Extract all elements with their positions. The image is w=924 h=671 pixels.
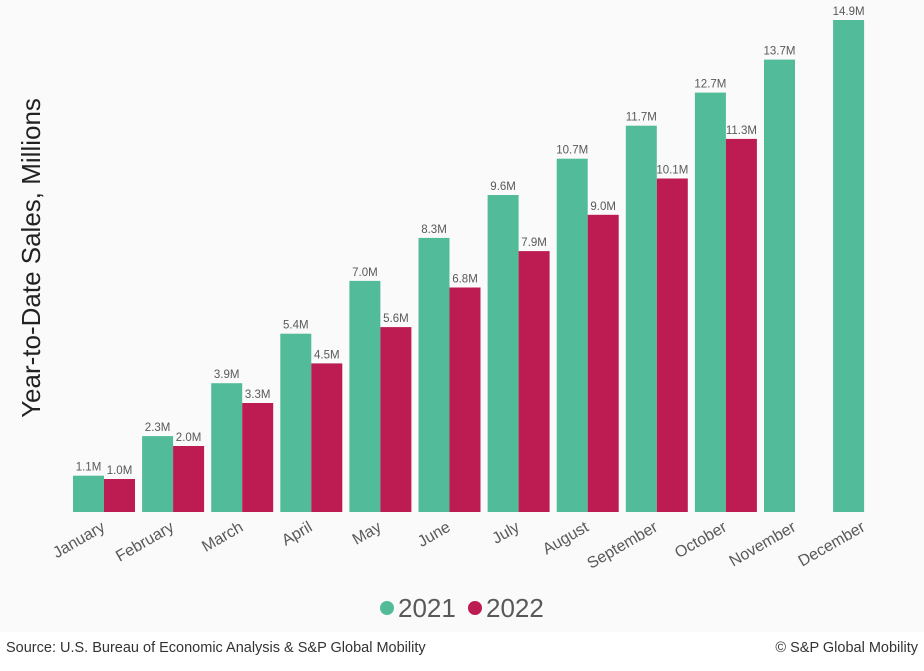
data-label-2021-march: 3.9M <box>214 369 240 381</box>
bar-2021-june <box>418 237 450 512</box>
bar-2021-january <box>73 475 104 512</box>
legend-marker-2022 <box>468 601 482 615</box>
bar-2021-july <box>487 195 519 512</box>
x-tick-march: March <box>199 519 246 556</box>
footer: Source: U.S. Bureau of Economic Analysis… <box>0 632 924 671</box>
data-label-2021-september: 11.7M <box>626 112 657 124</box>
data-label-2021-october: 12.7M <box>694 79 726 91</box>
bar-2022-may <box>380 327 412 512</box>
legend-label-2022: 2022 <box>486 593 544 623</box>
bar-2022-august <box>587 214 619 513</box>
bar-2022-march <box>242 403 274 512</box>
legend-label-2021: 2021 <box>398 593 456 623</box>
bar-chart: Year-to-Date Sales, Millions 1.1M 1.0M 2.3… <box>16 6 869 623</box>
data-label-2022-october: 11.3M <box>726 125 757 137</box>
bar-2022-september <box>656 178 688 512</box>
y-axis-label: Year-to-Date Sales, Millions <box>16 98 46 418</box>
data-label-2021-november: 13.7M <box>764 46 796 58</box>
data-label-2021-june: 8.3M <box>421 224 447 236</box>
data-label-2021-december: 14.9M <box>833 6 865 18</box>
data-label-2022-july: 7.9M <box>521 237 547 249</box>
data-label-2021-april: 5.4M <box>283 320 309 332</box>
data-label-2021-may: 7.0M <box>352 267 378 279</box>
copyright-note: © S&P Global Mobility <box>775 640 918 656</box>
bar-2022-october <box>725 138 757 512</box>
bar-2022-april <box>311 363 343 512</box>
data-label-2022-january: 1.0M <box>107 465 133 477</box>
data-label-2021-july: 9.6M <box>490 181 516 193</box>
x-tick-october: October <box>672 518 730 562</box>
bar-2021-october <box>694 92 726 512</box>
x-tick-august: August <box>540 518 592 558</box>
x-tick-december: December <box>796 518 869 570</box>
data-label-2021-january: 1.1M <box>76 462 102 474</box>
bar-2022-february <box>173 446 205 512</box>
bars-layer: 1.1M 1.0M 2.3M 2.0M 3.9M 3.3M 5.4M 4.5M 7.0M 5.6M… <box>73 6 865 513</box>
bar-2021-september <box>625 125 657 512</box>
bar-2021-november <box>764 59 795 512</box>
bar-2021-april <box>280 333 312 512</box>
x-axis-ticks: January February March April May June July Augu… <box>50 518 868 572</box>
data-label-2022-february: 2.0M <box>176 432 202 444</box>
bar-2021-may <box>349 280 381 512</box>
bar-2021-december <box>833 20 865 512</box>
chart-panel: Year-to-Date Sales, Millions 1.1M 1.0M 2.3… <box>16 6 869 623</box>
legend-marker-2021 <box>380 601 394 615</box>
x-tick-january: January <box>50 519 108 562</box>
x-tick-july: July <box>489 519 522 548</box>
data-label-2021-february: 2.3M <box>145 422 171 434</box>
bar-2022-january <box>104 479 135 512</box>
data-label-2022-september: 10.1M <box>656 165 688 177</box>
data-label-2022-august: 9.0M <box>590 201 616 213</box>
x-tick-april: April <box>279 519 315 550</box>
x-tick-november: November <box>727 518 800 570</box>
data-label-2022-april: 4.5M <box>314 349 340 361</box>
bar-2022-july <box>518 251 550 512</box>
source-note: Source: U.S. Bureau of Economic Analysis… <box>6 640 426 656</box>
x-tick-may: May <box>350 519 385 549</box>
bar-2022-june <box>449 287 481 512</box>
x-tick-september: September <box>585 518 662 572</box>
data-label-2021-august: 10.7M <box>556 145 588 157</box>
legend: 2021 2022 <box>380 593 544 623</box>
bar-2021-march <box>211 383 243 512</box>
data-label-2022-march: 3.3M <box>245 389 271 401</box>
data-label-2022-june: 6.8M <box>452 274 478 286</box>
x-tick-february: February <box>113 519 177 566</box>
bar-2021-august <box>556 158 588 512</box>
x-tick-june: June <box>415 519 454 551</box>
bar-2021-february <box>142 436 174 512</box>
data-label-2022-may: 5.6M <box>383 313 409 325</box>
